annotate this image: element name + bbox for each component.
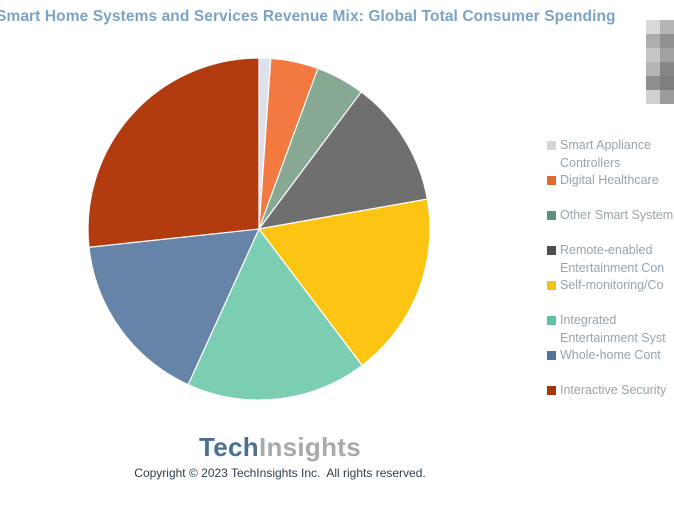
- legend-label: Other Smart System: [560, 208, 674, 222]
- legend-item-0: Smart Appliance Controllers: [547, 137, 674, 172]
- censor-row-4: [646, 76, 674, 90]
- censored-watermark-patch: [646, 20, 674, 104]
- legend-swatch-icon: [547, 351, 556, 361]
- censor-cell: [646, 90, 660, 104]
- legend-swatch-icon: [547, 246, 556, 256]
- censor-cell: [660, 76, 674, 90]
- legend-label: Interactive Security: [560, 383, 667, 397]
- legend-spacer: [547, 225, 674, 243]
- censor-row-5: [646, 90, 674, 104]
- legend-item-6: Whole-home Cont: [547, 347, 674, 365]
- pie-slice-4: [258, 198, 431, 367]
- footer: TechInsights Copyright © 2023 TechInsigh…: [0, 432, 560, 480]
- logo-part-tech: Tech: [198, 432, 259, 462]
- legend-spacer: [547, 190, 674, 208]
- legend-swatch-icon: [547, 176, 556, 186]
- censor-cell: [646, 48, 660, 62]
- legend-swatch-icon: [547, 141, 556, 151]
- legend-item-2: Other Smart System: [547, 207, 674, 225]
- censor-row-2: [646, 48, 674, 62]
- chart-legend: Smart Appliance Controllers Digital Health…: [547, 137, 674, 400]
- legend-label: Integrated: [560, 313, 617, 327]
- legend-item-7: Interactive Security: [547, 382, 674, 400]
- legend-label-continued: Controllers: [560, 155, 621, 170]
- censor-cell: [660, 48, 674, 62]
- pie-slice-6: [88, 228, 260, 386]
- legend-spacer: [547, 365, 674, 383]
- legend-swatch-icon: [547, 281, 556, 291]
- legend-label: Remote-enabled: [560, 243, 653, 257]
- legend-swatch-icon: [547, 386, 556, 396]
- censor-row-1: [646, 34, 674, 48]
- legend-item-3: Remote-enabled Entertainment Con: [547, 242, 674, 277]
- legend-label: Self-monitoring/Co: [560, 278, 664, 292]
- copyright-text: Copyright © 2023 TechInsights Inc. All r…: [134, 466, 426, 480]
- legend-label: Digital Healthcare: [560, 173, 659, 187]
- pie-slice-3: [258, 91, 428, 230]
- censor-row-3: [646, 62, 674, 76]
- legend-item-5: Integrated Entertainment Syst: [547, 312, 674, 347]
- legend-swatch-icon: [547, 211, 556, 221]
- censor-cell: [646, 20, 660, 34]
- censor-cell: [660, 20, 674, 34]
- legend-item-1: Digital Healthcare: [547, 172, 674, 190]
- legend-label: Smart Appliance: [560, 138, 652, 152]
- censor-cell: [646, 34, 660, 48]
- censor-cell: [660, 34, 674, 48]
- censor-row-0: [646, 20, 674, 34]
- censor-cell: [660, 90, 674, 104]
- legend-spacer: [547, 295, 674, 313]
- censor-cell: [646, 76, 660, 90]
- legend-item-4: Self-monitoring/Co: [547, 277, 674, 295]
- pie-slice-5: [187, 228, 363, 401]
- censor-cell: [646, 62, 660, 76]
- legend-label-continued: Entertainment Syst: [560, 330, 666, 345]
- logo-part-insights: Insights: [258, 432, 362, 462]
- legend-label: Whole-home Cont: [560, 348, 661, 362]
- legend-swatch-icon: [547, 316, 556, 326]
- pie-slice-7: [87, 57, 260, 248]
- techinsights-logo: TechInsights: [0, 432, 560, 463]
- censor-cell: [660, 62, 674, 76]
- legend-label-continued: Entertainment Con: [560, 260, 665, 275]
- chart-title: Smart Home Systems and Services Revenue …: [0, 8, 616, 25]
- pie-chart: [87, 57, 431, 401]
